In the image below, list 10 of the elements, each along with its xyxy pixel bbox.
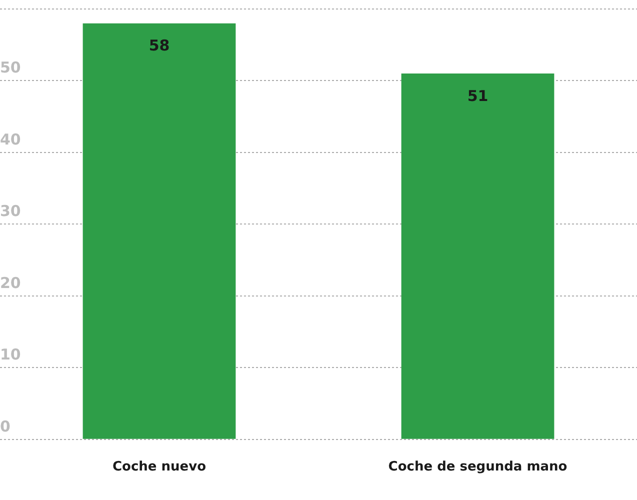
x-tick-label: Coche nuevo bbox=[112, 460, 206, 475]
y-tick-label: 40 bbox=[0, 130, 21, 148]
y-tick-label: 30 bbox=[0, 202, 21, 220]
data-label: 58 bbox=[148, 36, 170, 55]
x-tick-label: Coche de segunda mano bbox=[388, 460, 568, 475]
data-label: 51 bbox=[467, 86, 488, 105]
y-tick-label: 50 bbox=[0, 58, 21, 77]
y-tick-label: 10 bbox=[0, 346, 21, 364]
y-tick-label: 20 bbox=[0, 274, 21, 292]
y-tick-label: 0 bbox=[0, 417, 10, 436]
